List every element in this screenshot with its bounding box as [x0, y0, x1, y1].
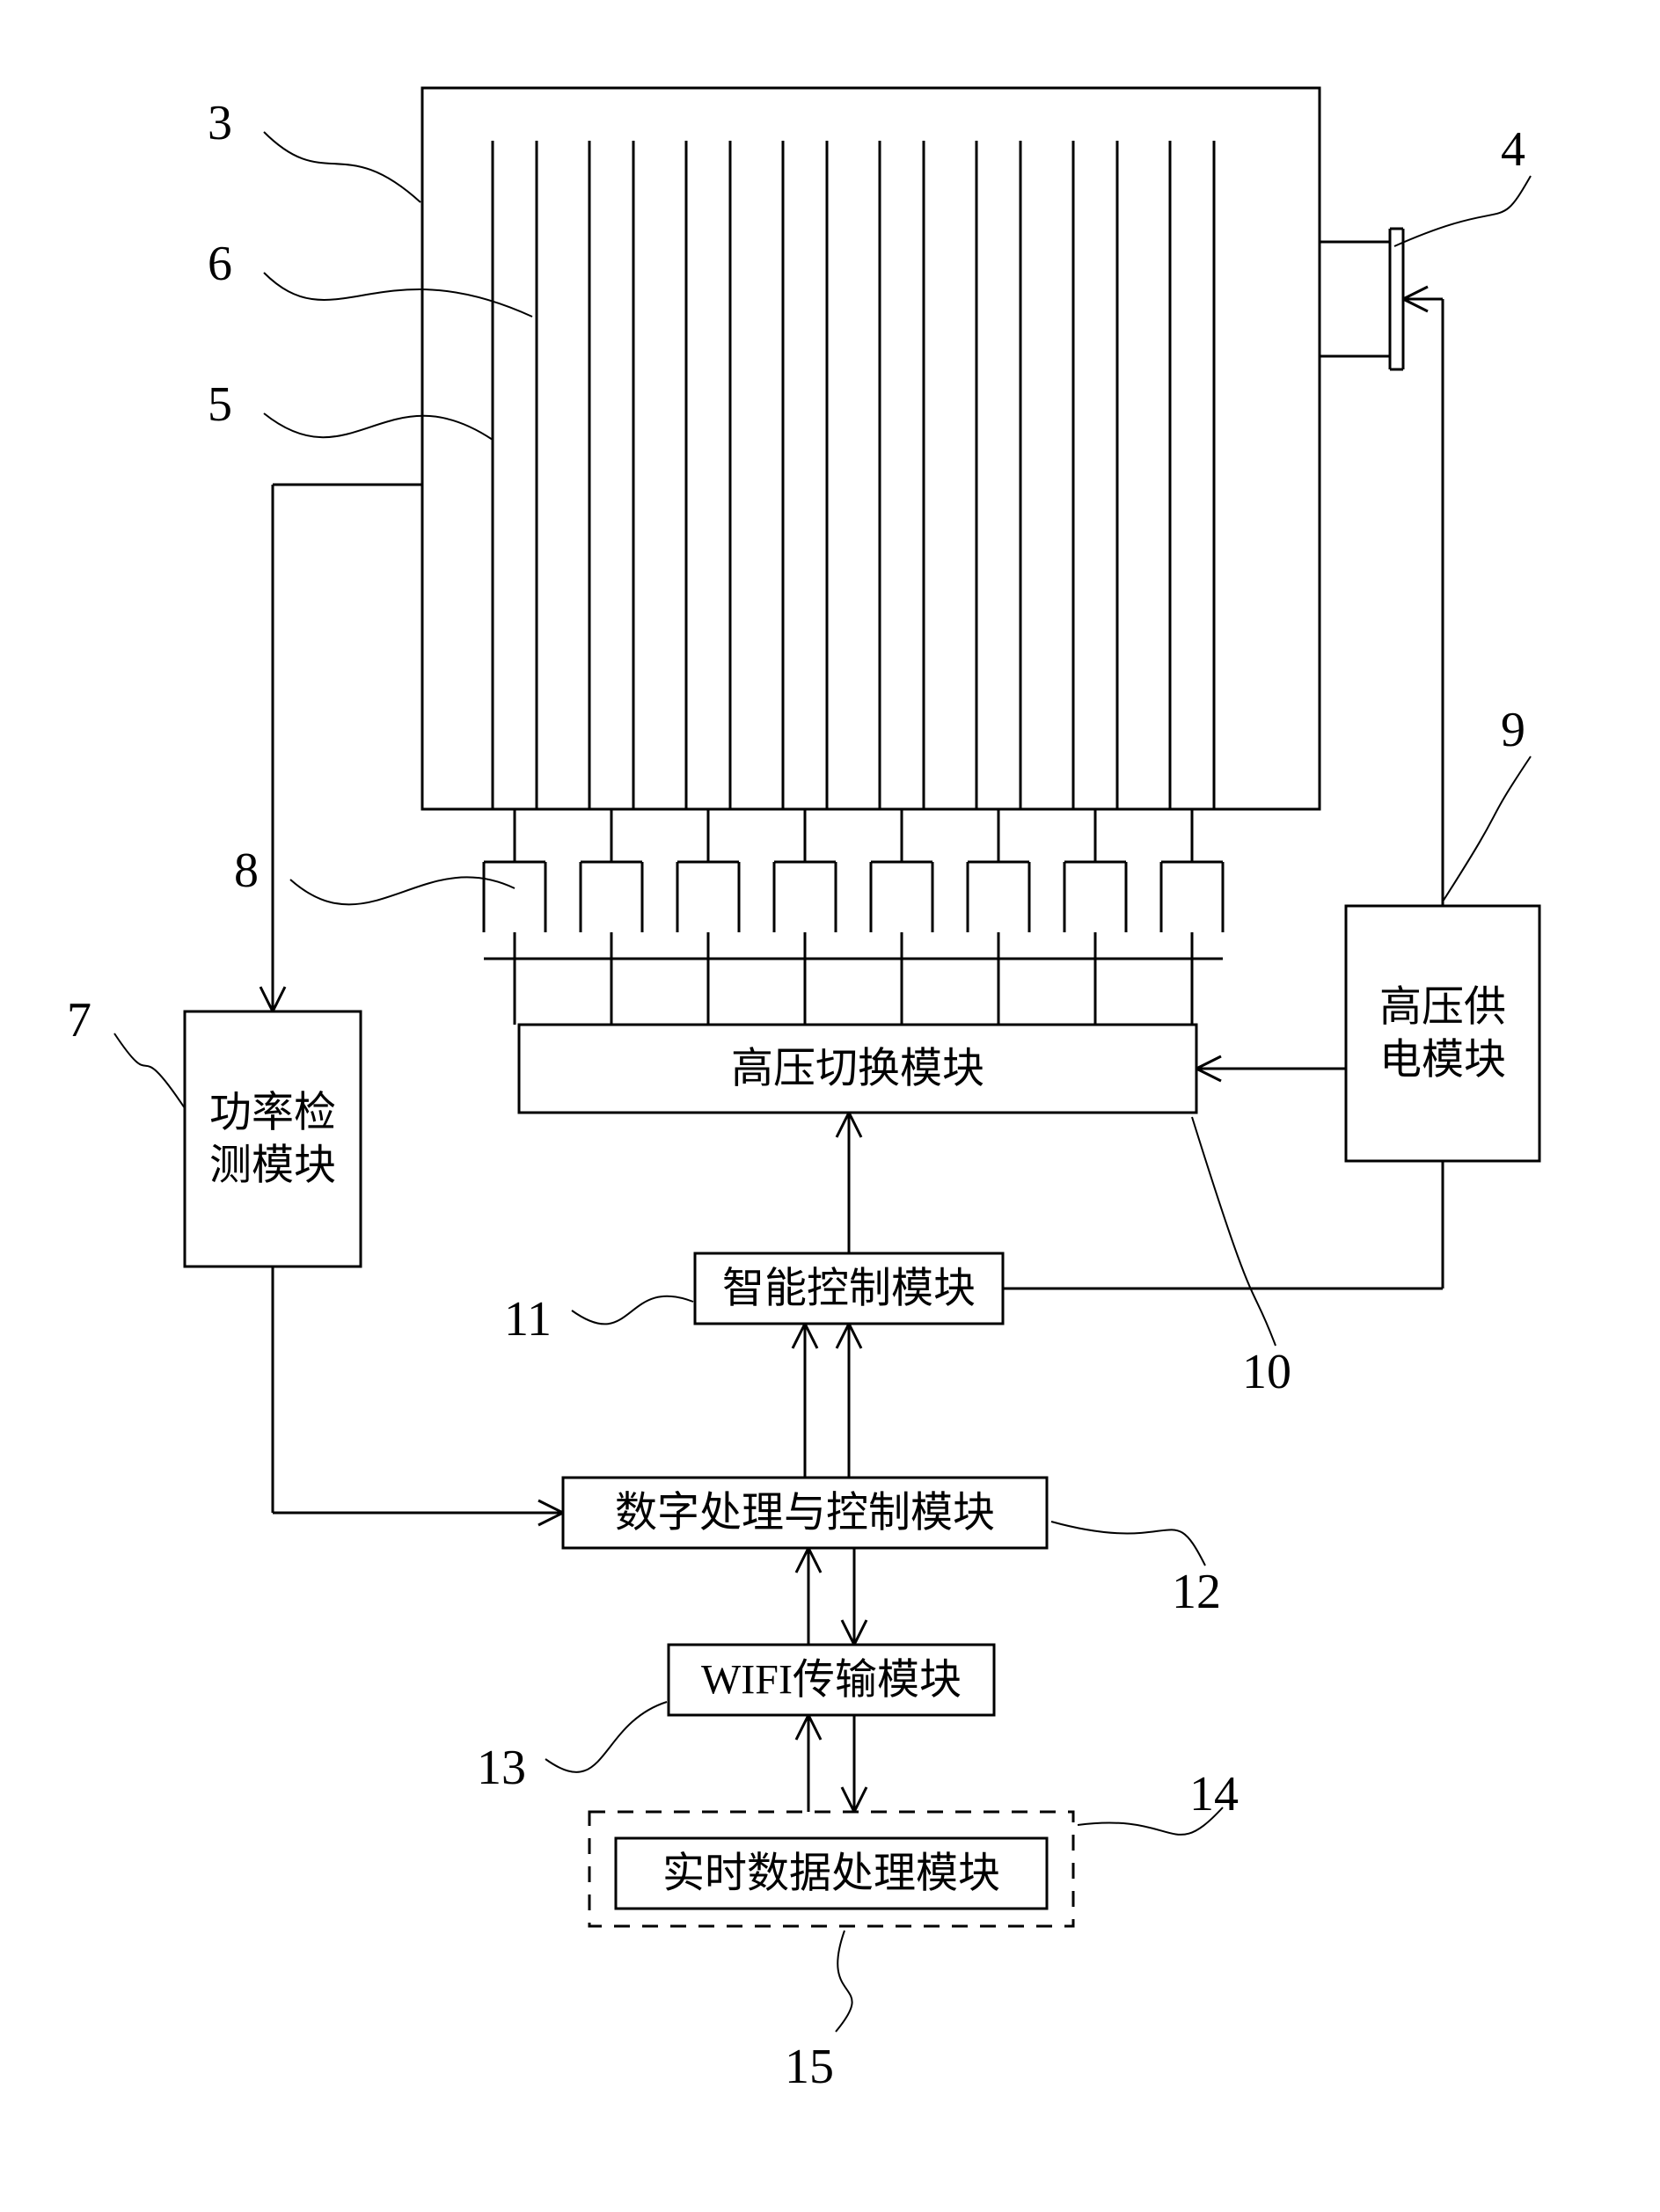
- callout-number: 3: [208, 96, 232, 150]
- callout-number: 10: [1242, 1345, 1291, 1399]
- callout-leader: [545, 1702, 667, 1772]
- callout-leader: [1443, 756, 1531, 902]
- callout-leader: [572, 1296, 693, 1325]
- callout-leader: [114, 1033, 185, 1108]
- callout-number: 14: [1189, 1767, 1239, 1821]
- callout-number: 15: [785, 2040, 834, 2094]
- callout-leader: [1051, 1522, 1205, 1566]
- svg-text:WIFI传输模块: WIFI传输模块: [701, 1657, 962, 1704]
- svg-text:实时数据处理模块: 实时数据处理模块: [662, 1851, 1000, 1897]
- callout-leader: [1192, 1117, 1276, 1346]
- svg-text:功率检: 功率检: [209, 1090, 336, 1136]
- power-detect-module: [185, 1011, 361, 1267]
- hv-supply-module: [1346, 906, 1539, 1161]
- callout-number: 12: [1172, 1565, 1221, 1619]
- hv-switch-label: 高压切换模块: [731, 1046, 984, 1092]
- callout-number: 8: [234, 843, 259, 898]
- callout-leader: [1394, 176, 1531, 246]
- callout-leader: [264, 413, 493, 440]
- svg-text:电模块: 电模块: [1379, 1037, 1506, 1084]
- svg-text:测模块: 测模块: [209, 1143, 336, 1189]
- callout-leader: [836, 1931, 852, 2032]
- callout-number: 4: [1501, 122, 1525, 177]
- svg-text:智能控制模块: 智能控制模块: [722, 1266, 976, 1312]
- top-assembly: [422, 88, 1320, 809]
- callout-number: 7: [67, 993, 91, 1048]
- callout-number: 13: [477, 1741, 526, 1795]
- callout-number: 9: [1501, 703, 1525, 757]
- svg-text:高压供: 高压供: [1379, 984, 1506, 1031]
- callout-leader: [264, 132, 420, 202]
- callout-leader: [290, 877, 515, 904]
- svg-text:数字处理与控制模块: 数字处理与控制模块: [615, 1490, 995, 1537]
- callout-number: 5: [208, 377, 232, 432]
- callout-number: 11: [504, 1292, 552, 1347]
- callout-number: 6: [208, 237, 232, 291]
